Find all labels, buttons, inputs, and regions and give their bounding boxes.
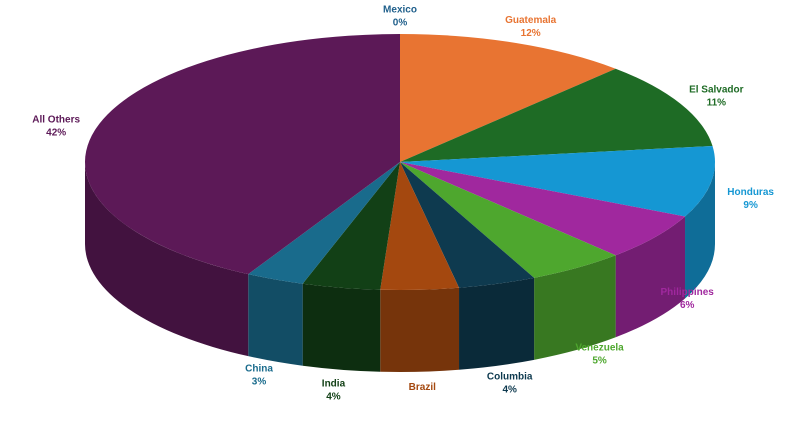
slice-label: Venezuela xyxy=(575,343,624,354)
slice xyxy=(400,162,616,278)
value-label: 3% xyxy=(252,377,267,388)
value-label: 4% xyxy=(326,392,341,403)
slice xyxy=(400,145,715,217)
slice-label: Brazil xyxy=(409,382,436,393)
value-label: 4% xyxy=(502,384,517,395)
slice-label: Mexico xyxy=(383,5,417,16)
value-label: 5% xyxy=(592,356,607,367)
value-label: 0% xyxy=(393,18,408,29)
slice-label: Philippines xyxy=(661,287,715,298)
slice-label: Guatemala xyxy=(505,15,557,26)
slice-label: China xyxy=(245,364,273,375)
slice-side xyxy=(302,283,381,372)
slice-label: El Salvador xyxy=(689,84,744,95)
slice-label: All Others xyxy=(32,114,80,125)
slice xyxy=(400,162,535,288)
slice-side xyxy=(534,255,616,360)
slice-label: India xyxy=(322,379,346,390)
slice-side xyxy=(248,274,303,366)
slice xyxy=(400,162,686,256)
value-label: 12% xyxy=(521,28,541,39)
slice xyxy=(380,162,460,291)
slice xyxy=(84,34,401,275)
slice xyxy=(248,162,400,284)
slice xyxy=(400,34,616,162)
slice-side xyxy=(380,287,460,373)
slice xyxy=(400,68,713,162)
value-label: 9% xyxy=(743,200,758,211)
slice-side xyxy=(685,162,715,299)
value-label: 6% xyxy=(680,300,695,311)
slice-side xyxy=(615,216,686,338)
slice-side xyxy=(85,162,249,357)
slice-side xyxy=(459,277,535,370)
value-label: 11% xyxy=(707,97,727,108)
slice-label: Honduras xyxy=(727,187,774,198)
slice xyxy=(302,162,400,290)
slice-label: Columbia xyxy=(487,371,533,382)
value-label: 42% xyxy=(46,127,66,138)
